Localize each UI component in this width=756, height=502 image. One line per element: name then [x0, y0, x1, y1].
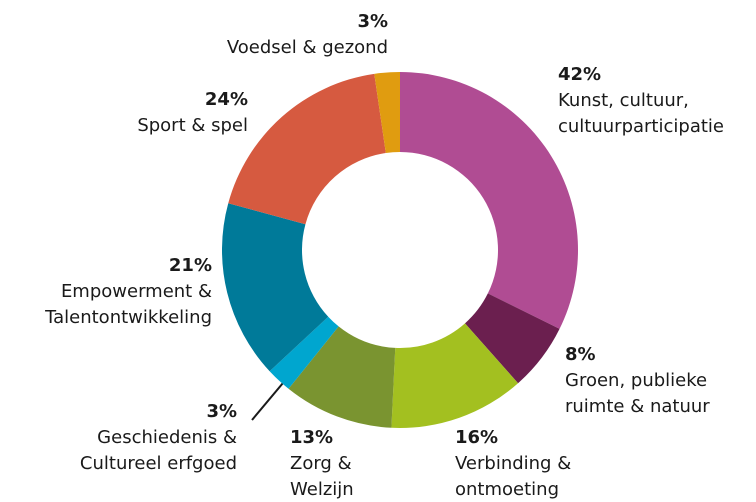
- value-label: 21%: [169, 255, 212, 276]
- donut-slice: [222, 203, 329, 372]
- leader-line: [251, 376, 289, 421]
- donut-slice: [464, 293, 560, 384]
- category-label: ontmoeting: [455, 479, 559, 500]
- donut-slice: [228, 73, 386, 225]
- donut-slice: [288, 326, 396, 428]
- category-label: cultuurparticipatie: [558, 116, 724, 137]
- category-label: Voedsel & gezond: [227, 37, 388, 58]
- category-label: Groen, publieke: [565, 370, 707, 391]
- donut-slice: [391, 323, 519, 428]
- value-label: 3%: [357, 11, 388, 32]
- value-label: 24%: [205, 89, 248, 110]
- category-label: ruimte & natuur: [565, 396, 710, 417]
- donut-slice: [269, 316, 339, 389]
- value-label: 3%: [206, 401, 237, 422]
- value-label: 16%: [455, 427, 498, 448]
- category-label: Kunst, cultuur,: [558, 90, 689, 111]
- category-label: Talentontwikkeling: [44, 307, 212, 328]
- category-label: Welzijn: [290, 479, 354, 500]
- category-label: Empowerment &: [61, 281, 212, 302]
- category-label: Geschiedenis &: [97, 427, 237, 448]
- value-label: 8%: [565, 344, 596, 365]
- category-label: Sport & spel: [137, 115, 248, 136]
- category-label: Verbinding &: [455, 453, 571, 474]
- value-label: 42%: [558, 64, 601, 85]
- category-label: Cultureel erfgoed: [80, 453, 237, 474]
- category-label: Zorg &: [290, 453, 352, 474]
- value-label: 13%: [290, 427, 333, 448]
- donut-slice: [400, 72, 578, 329]
- donut-slice: [374, 72, 400, 154]
